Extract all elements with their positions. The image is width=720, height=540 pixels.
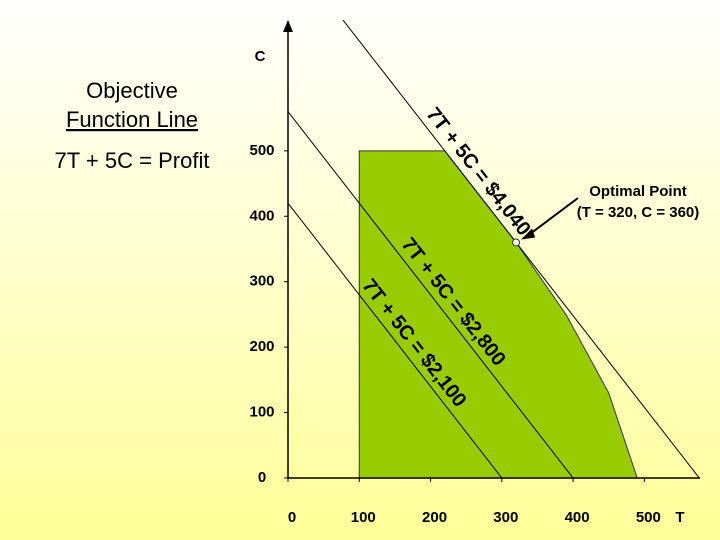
y-axis-label: C [255,48,266,65]
y-tick-label: 100 [249,404,274,421]
y-tick-label: 200 [249,338,274,355]
x-tick-label: 100 [351,509,376,526]
x-tick-label: 500 [636,509,661,526]
subtitle: 7T + 5C = Profit [55,148,210,173]
x-tick-label: 200 [422,509,447,526]
y-tick-label: 400 [249,207,274,224]
y-arrow [283,20,293,32]
optimal-point [512,238,521,247]
arrow-head [521,228,536,240]
optimal-label: Optimal Point [589,183,687,200]
feasible-region [358,150,638,479]
x-axis-label: T [675,509,684,526]
title-line1: Objective Function Line [66,78,198,132]
objective-line [288,111,574,478]
optimal-label: (T = 320, C = 360) [577,204,700,221]
x-tick-label: 400 [565,509,590,526]
objective-line [288,202,503,478]
y-tick-label: 300 [249,273,274,290]
objective-lines [288,20,700,478]
y-tick-label: 500 [249,142,274,159]
y-tick-label: 0 [258,469,266,486]
x-tick-label: 0 [288,509,296,526]
x-tick-label: 300 [493,509,518,526]
objective-line [342,20,700,478]
